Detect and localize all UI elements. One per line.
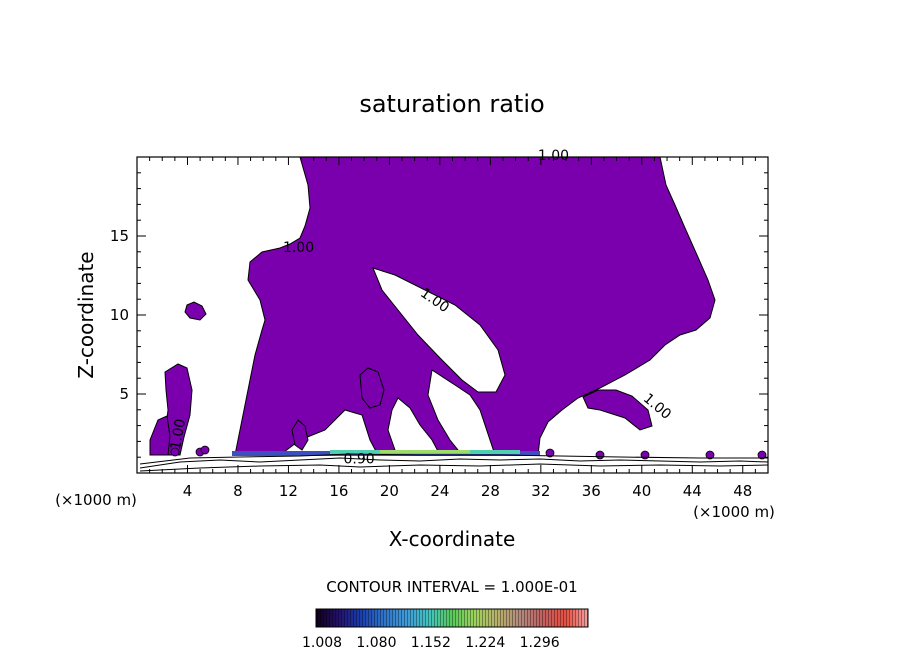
x-tick-label: 16 <box>329 482 348 500</box>
surface-layer <box>139 450 769 472</box>
surface-contour-line <box>139 463 769 472</box>
x-tick-label: 12 <box>279 482 298 500</box>
main-fill-region <box>234 156 716 456</box>
plot-area: 1.001.001.001.001.000.90 4 8 12 16 20 24 28 32 3… <box>110 148 769 500</box>
x-tick-label: 24 <box>430 482 449 500</box>
blob-23-fill <box>359 367 385 409</box>
x-unit-left: (×1000 m) <box>55 491 137 509</box>
y-tick-label: 15 <box>110 227 129 245</box>
x-tick-label: 36 <box>582 482 601 500</box>
y-axis-label: Z-coordinate <box>74 251 98 378</box>
y-tick-label: 5 <box>119 385 129 403</box>
chart-title: saturation ratio <box>359 90 544 118</box>
x-axis-ticks: 4 8 12 16 20 24 28 32 36 40 44 48 <box>149 157 756 500</box>
x-tick-label: 40 <box>632 482 651 500</box>
x-tick-label: 20 <box>380 482 399 500</box>
colorbar: 1.008 1.080 1.152 1.224 1.296 <box>302 608 589 651</box>
x-tick-label: 28 <box>481 482 500 500</box>
x-tick-label: 32 <box>531 482 550 500</box>
contour-label: 1.00 <box>168 418 189 451</box>
blob-14-fill <box>291 419 309 451</box>
x-axis-label: X-coordinate <box>389 527 516 551</box>
x-tick-label: 8 <box>233 482 243 500</box>
surface-band-peak <box>380 450 470 453</box>
surface-contour-line <box>139 457 769 469</box>
small-blob-fill <box>184 301 207 321</box>
contour-interval-text: CONTOUR INTERVAL = 1.000E-01 <box>326 578 577 596</box>
colorbar-tick-label: 1.008 <box>302 635 342 651</box>
colorbar-tick-label: 1.152 <box>411 635 451 651</box>
fill-dot <box>595 450 605 460</box>
colorbar-tick-label: 1.296 <box>520 635 560 651</box>
colorbar-tick-label: 1.080 <box>356 635 396 651</box>
x-unit-right: (×1000 m) <box>693 503 775 521</box>
fill-dot <box>170 447 180 457</box>
left-column-fill <box>164 363 193 456</box>
left-low-fill <box>149 415 171 456</box>
colorbar-frame <box>315 608 589 628</box>
x-tick-label: 4 <box>183 482 193 500</box>
fill-dot <box>705 450 715 460</box>
fill-dot <box>545 448 555 458</box>
colorbar-tick-label: 1.224 <box>465 635 505 651</box>
colorbar-stripes <box>316 609 588 627</box>
x-tick-label: 44 <box>683 482 702 500</box>
contour-labels: 1.001.001.001.001.000.90 <box>168 148 674 467</box>
y-axis-ticks: 5 10 15 <box>110 172 768 458</box>
fill-dot <box>200 445 210 455</box>
y-tick-label: 10 <box>110 306 129 324</box>
colorbar-ticks: 1.008 1.080 1.152 1.224 1.296 <box>302 635 560 651</box>
contour-label: 0.90 <box>344 452 375 468</box>
contour-label: 1.00 <box>538 148 569 164</box>
x-tick-label: 48 <box>733 482 752 500</box>
surface-contour-line <box>139 453 768 465</box>
contour-label: 1.00 <box>283 240 314 256</box>
saturation-fill-regions <box>149 156 767 460</box>
